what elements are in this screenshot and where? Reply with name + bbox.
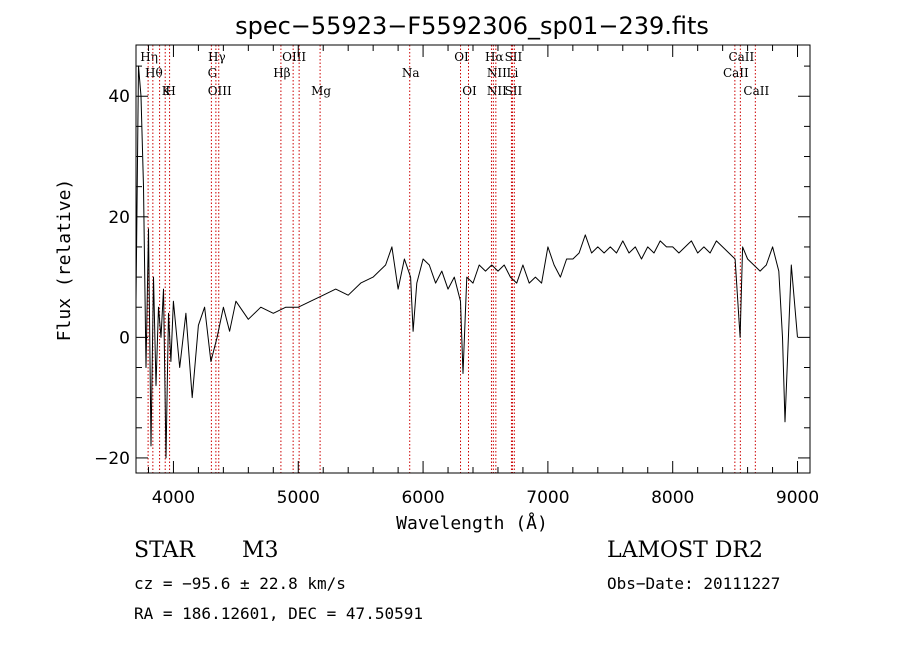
spectral-line-label: NII xyxy=(487,84,507,98)
spectral-line-label: H xyxy=(165,84,175,98)
plot-frame xyxy=(135,44,811,474)
x-tick-label: 8000 xyxy=(651,488,694,508)
spectral-line-label: SII xyxy=(505,50,523,64)
survey-label: LAMOST DR2 xyxy=(607,538,763,563)
x-tick-label: 9000 xyxy=(776,488,819,508)
spectral-line-label: OI xyxy=(454,50,469,64)
spectral-line-label: K xyxy=(162,84,172,98)
y-tick-label: −20 xyxy=(94,449,130,469)
spectral-line-label: Na xyxy=(402,66,420,80)
spectral-line-label: Hθ xyxy=(145,66,163,80)
object-class: STAR xyxy=(134,538,195,563)
x-tick-label: 4000 xyxy=(152,488,195,508)
x-axis-ticks: 4000 5000 6000 7000 8000 9000 xyxy=(147,45,819,508)
spectral-line-label: Hγ xyxy=(208,50,226,64)
spectral-line-label: SII xyxy=(505,84,523,98)
spectral-line-label: Mg xyxy=(311,84,331,98)
x-tick-label: 7000 xyxy=(526,488,569,508)
spectral-line-markers: HηHθKHGHγOIIIHβOIIIMgNaOIOIHαNIINIILiSII… xyxy=(140,45,769,473)
redshift-line: cz = −95.6 ± 22.8 km/s xyxy=(134,574,346,593)
spectral-line-label: OIII xyxy=(282,50,306,64)
y-tick-label: 20 xyxy=(108,208,130,228)
spectral-line-label: CaII xyxy=(728,50,754,64)
ra-dec-line: RA = 186.12601, DEC = 47.50591 xyxy=(134,604,423,623)
y-axis-ticks: −20 0 20 40 xyxy=(94,65,810,469)
x-axis-label: Wavelength (Å) xyxy=(396,512,548,534)
spectral-line-label: G xyxy=(208,66,218,80)
spectral-line-label: Hβ xyxy=(273,66,290,80)
spectral-line-label: NII xyxy=(487,66,507,80)
obs-date-line: Obs−Date: 20111227 xyxy=(607,574,781,593)
x-tick-label: 5000 xyxy=(277,488,320,508)
y-tick-label: 40 xyxy=(108,87,130,107)
spectral-line-label: OIII xyxy=(208,84,232,98)
y-axis-label: Flux (relative) xyxy=(54,179,75,342)
spectral-line-label: Hη xyxy=(140,50,158,64)
x-tick-label: 6000 xyxy=(401,488,444,508)
chart-title: spec−55923−F5592306_sp01−239.fits xyxy=(235,12,709,40)
spectral-line-label: Hα xyxy=(485,50,504,64)
spectral-line-label: OI xyxy=(462,84,477,98)
spectral-line-label: CaII xyxy=(743,84,769,98)
y-tick-label: 0 xyxy=(119,328,130,348)
object-subclass: M3 xyxy=(242,538,279,563)
spectrum-series xyxy=(135,65,798,459)
spectrum-line xyxy=(135,65,798,459)
spectral-line-label: CaII xyxy=(723,66,749,80)
